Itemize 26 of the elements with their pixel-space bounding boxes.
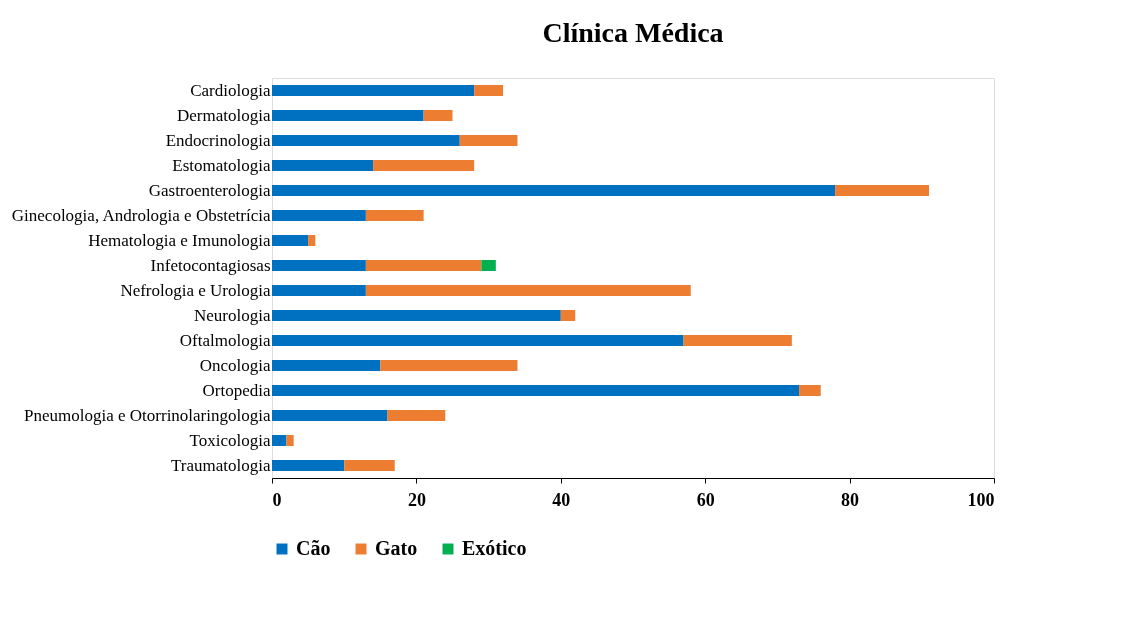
y-tick-label: Pneumologia e Otorrinolaringologia <box>24 405 271 425</box>
legend-label: Exótico <box>462 537 527 559</box>
y-tick-label: Gastroenterologia <box>148 180 271 200</box>
y-tick-label: Dermatologia <box>177 105 271 125</box>
x-tick-label: 0 <box>272 489 282 510</box>
x-tick-label: 80 <box>841 489 860 510</box>
x-tick-label: 60 <box>696 489 715 510</box>
y-tick-label: Hematologia e Imunologia <box>88 230 271 250</box>
y-tick-label: Ortopedia <box>202 380 271 400</box>
y-tick-label: Endocrinologia <box>165 130 271 150</box>
x-tick-label: 100 <box>967 489 995 510</box>
y-tick-label: Estomatologia <box>172 155 271 175</box>
y-tick-label: Toxicologia <box>189 430 271 450</box>
y-tick-label: Traumatologia <box>171 455 271 475</box>
y-tick-label: Oncologia <box>199 355 271 375</box>
legend-label: Cão <box>296 537 331 559</box>
legend-label: Gato <box>375 537 418 559</box>
y-tick-label: Infetocontagiosas <box>150 255 271 275</box>
x-tick-label: 40 <box>552 489 571 510</box>
x-tick-label: 20 <box>407 489 426 510</box>
y-tick-label: Cardiologia <box>190 80 271 100</box>
chart-title: Clínica Médica <box>542 17 724 48</box>
y-tick-label: Neurologia <box>194 305 271 325</box>
y-tick-label: Oftalmologia <box>179 330 271 350</box>
y-tick-label: Ginecologia, Andrologia e Obstetrícia <box>11 205 271 225</box>
y-tick-label: Nefrologia e Urologia <box>120 280 271 300</box>
